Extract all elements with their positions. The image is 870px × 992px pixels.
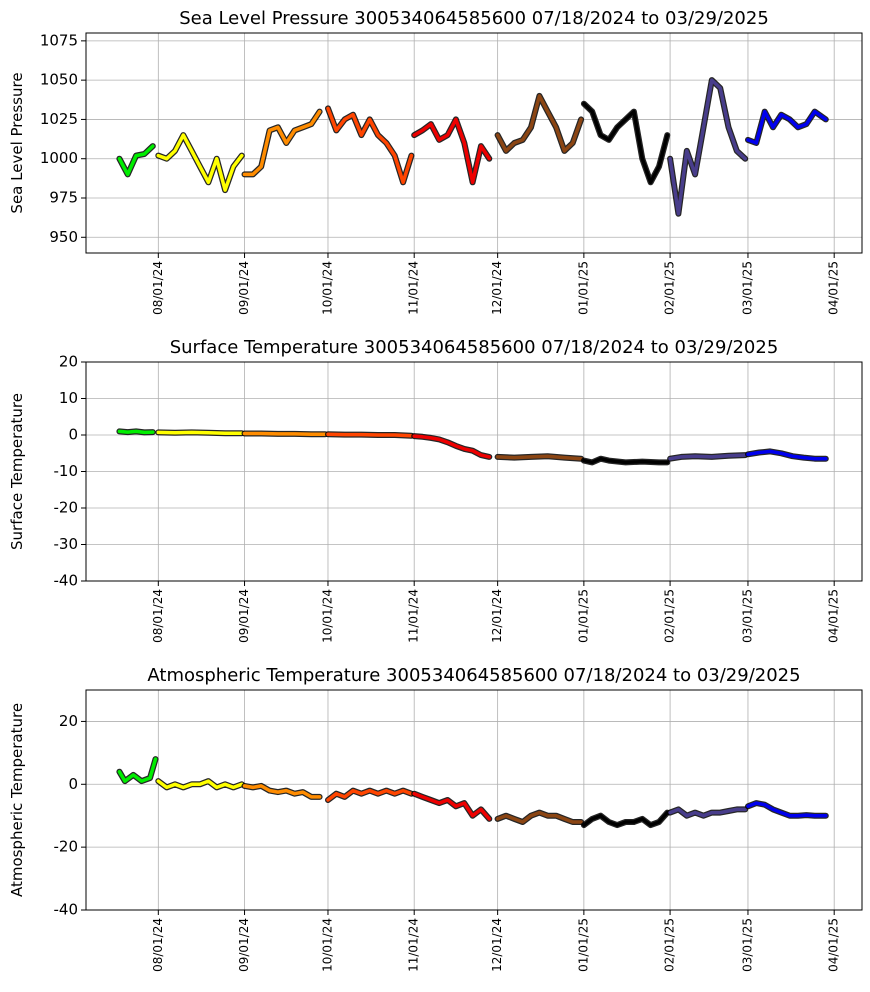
x-tick-label: 10/01/24 [320, 918, 334, 972]
data-line [242, 109, 322, 177]
y-tick-label: 1050 [40, 71, 78, 89]
data-line [326, 106, 414, 185]
x-tick-label: 04/01/25 [827, 918, 841, 972]
data-line [746, 801, 828, 818]
data-line [326, 788, 414, 802]
x-tick-label: 11/01/24 [407, 589, 421, 643]
y-tick-label: 20 [59, 353, 78, 371]
x-tick-label: 12/01/24 [490, 261, 504, 315]
x-tick-label: 03/01/25 [740, 918, 754, 972]
x-tick-label: 04/01/25 [827, 589, 841, 643]
data-line [117, 429, 155, 435]
y-tick-label: -40 [54, 572, 79, 590]
y-tick-label: -20 [54, 838, 79, 856]
x-tick-label: 04/01/25 [827, 261, 841, 315]
x-tick-label: 03/01/25 [740, 589, 754, 643]
x-tick-label: 02/01/25 [663, 589, 677, 643]
data-line [412, 434, 492, 459]
x-tick-label: 10/01/24 [320, 589, 334, 643]
data-line [117, 144, 155, 177]
data-line [242, 431, 327, 437]
y-tick-label: 1075 [40, 31, 78, 49]
data-line [582, 810, 670, 827]
y-tick-label: -40 [54, 901, 79, 919]
data-line [242, 784, 322, 799]
data-line [746, 449, 828, 461]
y-tick-label: 950 [49, 228, 78, 246]
y-tick-label: -10 [54, 462, 79, 480]
x-tick-label: 08/01/24 [151, 589, 165, 643]
data-line [580, 100, 671, 186]
data-line [582, 456, 670, 465]
y-tick-label: 0 [68, 775, 78, 793]
y-tick-label: 0 [68, 426, 78, 444]
y-tick-label: 1025 [40, 110, 78, 128]
plot-frame [85, 32, 863, 254]
x-tick-label: 01/01/25 [576, 261, 590, 315]
data-line [241, 108, 323, 178]
data-line [495, 454, 583, 461]
x-tick-label: 03/01/25 [740, 261, 754, 315]
x-tick-label: 09/01/24 [237, 589, 251, 643]
chart-title: Sea Level Pressure 300534064585600 07/18… [179, 8, 769, 29]
x-tick-label: 08/01/24 [151, 261, 165, 315]
x-tick-label: 09/01/24 [237, 918, 251, 972]
plot-frame [85, 361, 863, 582]
x-tick-label: 01/01/25 [576, 589, 590, 643]
data-line [668, 807, 747, 818]
data-line [412, 117, 492, 185]
data-line [156, 133, 244, 192]
data-line [412, 791, 492, 821]
x-tick-label: 11/01/24 [407, 918, 421, 972]
data-line [156, 779, 244, 790]
y-tick-label: -30 [54, 535, 79, 553]
data-line [495, 94, 583, 153]
chart-title: Surface Temperature 300534064585600 07/1… [170, 337, 779, 358]
x-tick-label: 12/01/24 [490, 918, 504, 972]
plot-frame [85, 689, 863, 911]
y-axis-label: Atmospheric Temperature [8, 703, 26, 897]
y-tick-label: 975 [49, 189, 78, 207]
chart-title: Atmospheric Temperature 300534064585600 … [147, 665, 800, 686]
x-tick-label: 10/01/24 [320, 261, 334, 315]
x-tick-label: 01/01/25 [576, 918, 590, 972]
y-tick-label: 1000 [40, 149, 78, 167]
x-tick-label: 12/01/24 [490, 589, 504, 643]
data-line [117, 757, 158, 783]
y-tick-label: 10 [59, 389, 78, 407]
data-line [668, 78, 747, 216]
data-line [495, 810, 583, 824]
data-line [494, 92, 585, 154]
x-tick-label: 08/01/24 [151, 918, 165, 972]
y-axis-label: Surface Temperature [8, 393, 26, 550]
data-line [668, 453, 747, 461]
x-tick-label: 02/01/25 [663, 918, 677, 972]
x-tick-label: 02/01/25 [663, 261, 677, 315]
x-tick-label: 09/01/24 [237, 261, 251, 315]
y-tick-label: 20 [59, 712, 78, 730]
x-tick-label: 11/01/24 [407, 261, 421, 315]
data-line [582, 101, 670, 185]
data-line [746, 109, 828, 145]
y-axis-label: Sea Level Pressure [8, 72, 26, 213]
data-line [156, 430, 244, 435]
data-line [326, 432, 414, 438]
y-tick-label: -20 [54, 499, 79, 517]
